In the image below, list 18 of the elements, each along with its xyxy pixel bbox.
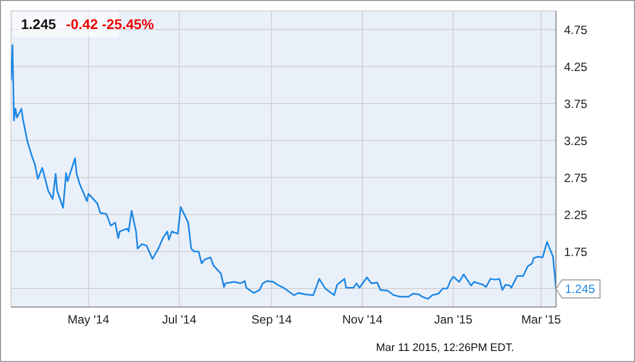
text: Mar 11 2015, 12:26PM EDT. (376, 342, 514, 354)
x-tick-label: Nov '14 (342, 312, 383, 327)
x-tick-label: Mar '15 (521, 312, 562, 327)
x-tick-label: Jul '14 (162, 312, 197, 327)
y-tick-label: 3.25 (564, 134, 588, 148)
x-tick-label: May '14 (68, 312, 110, 327)
x-tick-label: Sep '14 (251, 312, 292, 327)
x-tick-label: Jan '15 (434, 312, 473, 327)
chart-subtitle: -0.42 -25.45% (66, 16, 154, 32)
chart-title: 1.245 (21, 16, 56, 32)
y-tick-label: 4.25 (564, 60, 588, 74)
y-tick-label: 4.75 (564, 22, 588, 37)
y-tick-label: 3.75 (564, 96, 588, 111)
y-tick-label: 2.75 (564, 170, 588, 185)
line-series (11, 44, 556, 300)
annotation: 1.245 (565, 282, 596, 296)
y-tick-label: 2.25 (564, 208, 588, 222)
y-tick-label: 1.75 (564, 244, 588, 259)
